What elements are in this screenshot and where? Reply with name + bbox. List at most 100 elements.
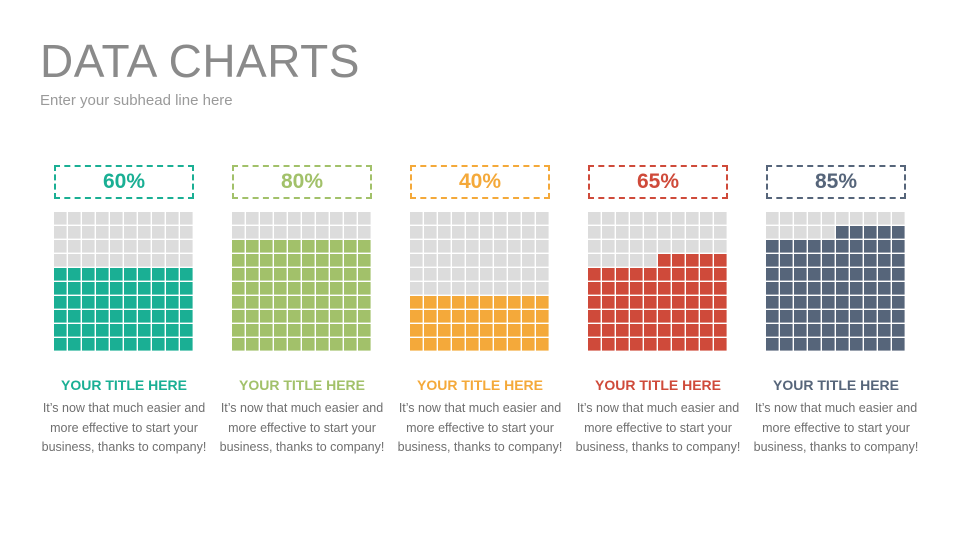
waffle-cell-filled	[536, 324, 549, 337]
waffle-cell-filled	[672, 296, 685, 309]
waffle-cell-filled	[892, 240, 905, 253]
waffle-cell-filled	[68, 268, 81, 281]
waffle-cell-filled	[822, 240, 835, 253]
waffle-cell-filled	[110, 268, 123, 281]
waffle-cell-filled	[672, 310, 685, 323]
waffle-cell-empty	[438, 226, 451, 239]
waffle-cell-filled	[766, 254, 779, 267]
waffle-cell-filled	[344, 282, 357, 295]
waffle-cell-filled	[780, 324, 793, 337]
waffle-cell-empty	[166, 240, 179, 253]
waffle-cell-filled	[330, 254, 343, 267]
waffle-cell-filled	[82, 268, 95, 281]
waffle-cell-empty	[616, 226, 629, 239]
waffle-cell-empty	[358, 226, 371, 239]
waffle-cell-filled	[658, 254, 671, 267]
waffle-cell-empty	[808, 212, 821, 225]
waffle-cell-empty	[82, 254, 95, 267]
waffle-cell-filled	[260, 254, 273, 267]
waffle-cell-filled	[780, 338, 793, 351]
waffle-cell-filled	[794, 296, 807, 309]
waffle-cell-filled	[588, 296, 601, 309]
waffle-cell-filled	[274, 338, 287, 351]
waffle-cell-filled	[808, 296, 821, 309]
waffle-cell-empty	[110, 212, 123, 225]
waffle-cell-filled	[466, 324, 479, 337]
waffle-cell-filled	[54, 282, 67, 295]
card-title: YOUR TITLE HERE	[238, 377, 365, 393]
waffle-cell-filled	[644, 282, 657, 295]
waffle-cell-empty	[850, 212, 863, 225]
waffle-cell-empty	[630, 212, 643, 225]
waffle-cell-filled	[780, 310, 793, 323]
waffle-cell-empty	[152, 254, 165, 267]
waffle-cell-filled	[878, 282, 891, 295]
waffle-cell-filled	[700, 282, 713, 295]
waffle-cell-filled	[274, 324, 287, 337]
waffle-cell-filled	[260, 282, 273, 295]
waffle-cell-filled	[344, 324, 357, 337]
waffle-cell-filled	[836, 268, 849, 281]
waffle-cell-filled	[358, 282, 371, 295]
waffle-cell-filled	[508, 324, 521, 337]
waffle-cell-filled	[644, 310, 657, 323]
waffle-cell-empty	[54, 226, 67, 239]
waffle-cell-empty	[522, 240, 535, 253]
waffle-cell-filled	[438, 310, 451, 323]
waffle-cell-filled	[602, 310, 615, 323]
waffle-cell-filled	[180, 296, 193, 309]
waffle-cell-filled	[794, 254, 807, 267]
waffle-cell-filled	[602, 296, 615, 309]
waffle-cell-empty	[166, 226, 179, 239]
waffle-cell-empty	[410, 254, 423, 267]
waffle-cell-filled	[836, 254, 849, 267]
waffle-cell-filled	[836, 240, 849, 253]
waffle-cell-empty	[438, 282, 451, 295]
waffle-cell-filled	[644, 268, 657, 281]
waffle-cell-empty	[138, 254, 151, 267]
waffle-cell-empty	[794, 212, 807, 225]
waffle-cell-filled	[260, 268, 273, 281]
waffle-cell-empty	[508, 282, 521, 295]
waffle-cell-empty	[522, 282, 535, 295]
waffle-cell-filled	[644, 296, 657, 309]
waffle-cell-empty	[330, 226, 343, 239]
waffle-cell-filled	[536, 296, 549, 309]
waffle-cell-empty	[110, 254, 123, 267]
waffle-cell-filled	[288, 296, 301, 309]
waffle-cell-empty	[836, 212, 849, 225]
waffle-cell-filled	[110, 338, 123, 351]
waffle-cell-filled	[480, 310, 493, 323]
waffle-cell-empty	[410, 212, 423, 225]
waffle-cell-filled	[96, 296, 109, 309]
waffle-cell-filled	[494, 338, 507, 351]
waffle-cell-filled	[180, 338, 193, 351]
waffle-cell-filled	[508, 296, 521, 309]
waffle-cell-empty	[602, 226, 615, 239]
waffle-cell-empty	[110, 226, 123, 239]
waffle-cell-filled	[68, 296, 81, 309]
waffle-cell-empty	[644, 226, 657, 239]
waffle-cell-empty	[452, 226, 465, 239]
waffle-cell-filled	[780, 254, 793, 267]
waffle-cell-filled	[672, 254, 685, 267]
waffle-cell-filled	[630, 296, 643, 309]
waffle-cell-filled	[330, 310, 343, 323]
waffle-cell-filled	[316, 310, 329, 323]
waffle-cell-filled	[850, 240, 863, 253]
waffle-cell-empty	[494, 212, 507, 225]
waffle-cell-filled	[246, 240, 259, 253]
waffle-cell-filled	[892, 338, 905, 351]
waffle-cell-filled	[180, 282, 193, 295]
waffle-cell-empty	[602, 212, 615, 225]
waffle-cell-empty	[808, 226, 821, 239]
waffle-cell-filled	[152, 282, 165, 295]
waffle-cell-filled	[864, 338, 877, 351]
waffle-cell-empty	[466, 268, 479, 281]
waffle-cell-filled	[452, 338, 465, 351]
waffle-cell-filled	[110, 296, 123, 309]
waffle-cell-filled	[138, 268, 151, 281]
waffle-cell-filled	[54, 338, 67, 351]
waffle-cell-empty	[138, 212, 151, 225]
percent-label-box: 60%	[54, 165, 194, 199]
